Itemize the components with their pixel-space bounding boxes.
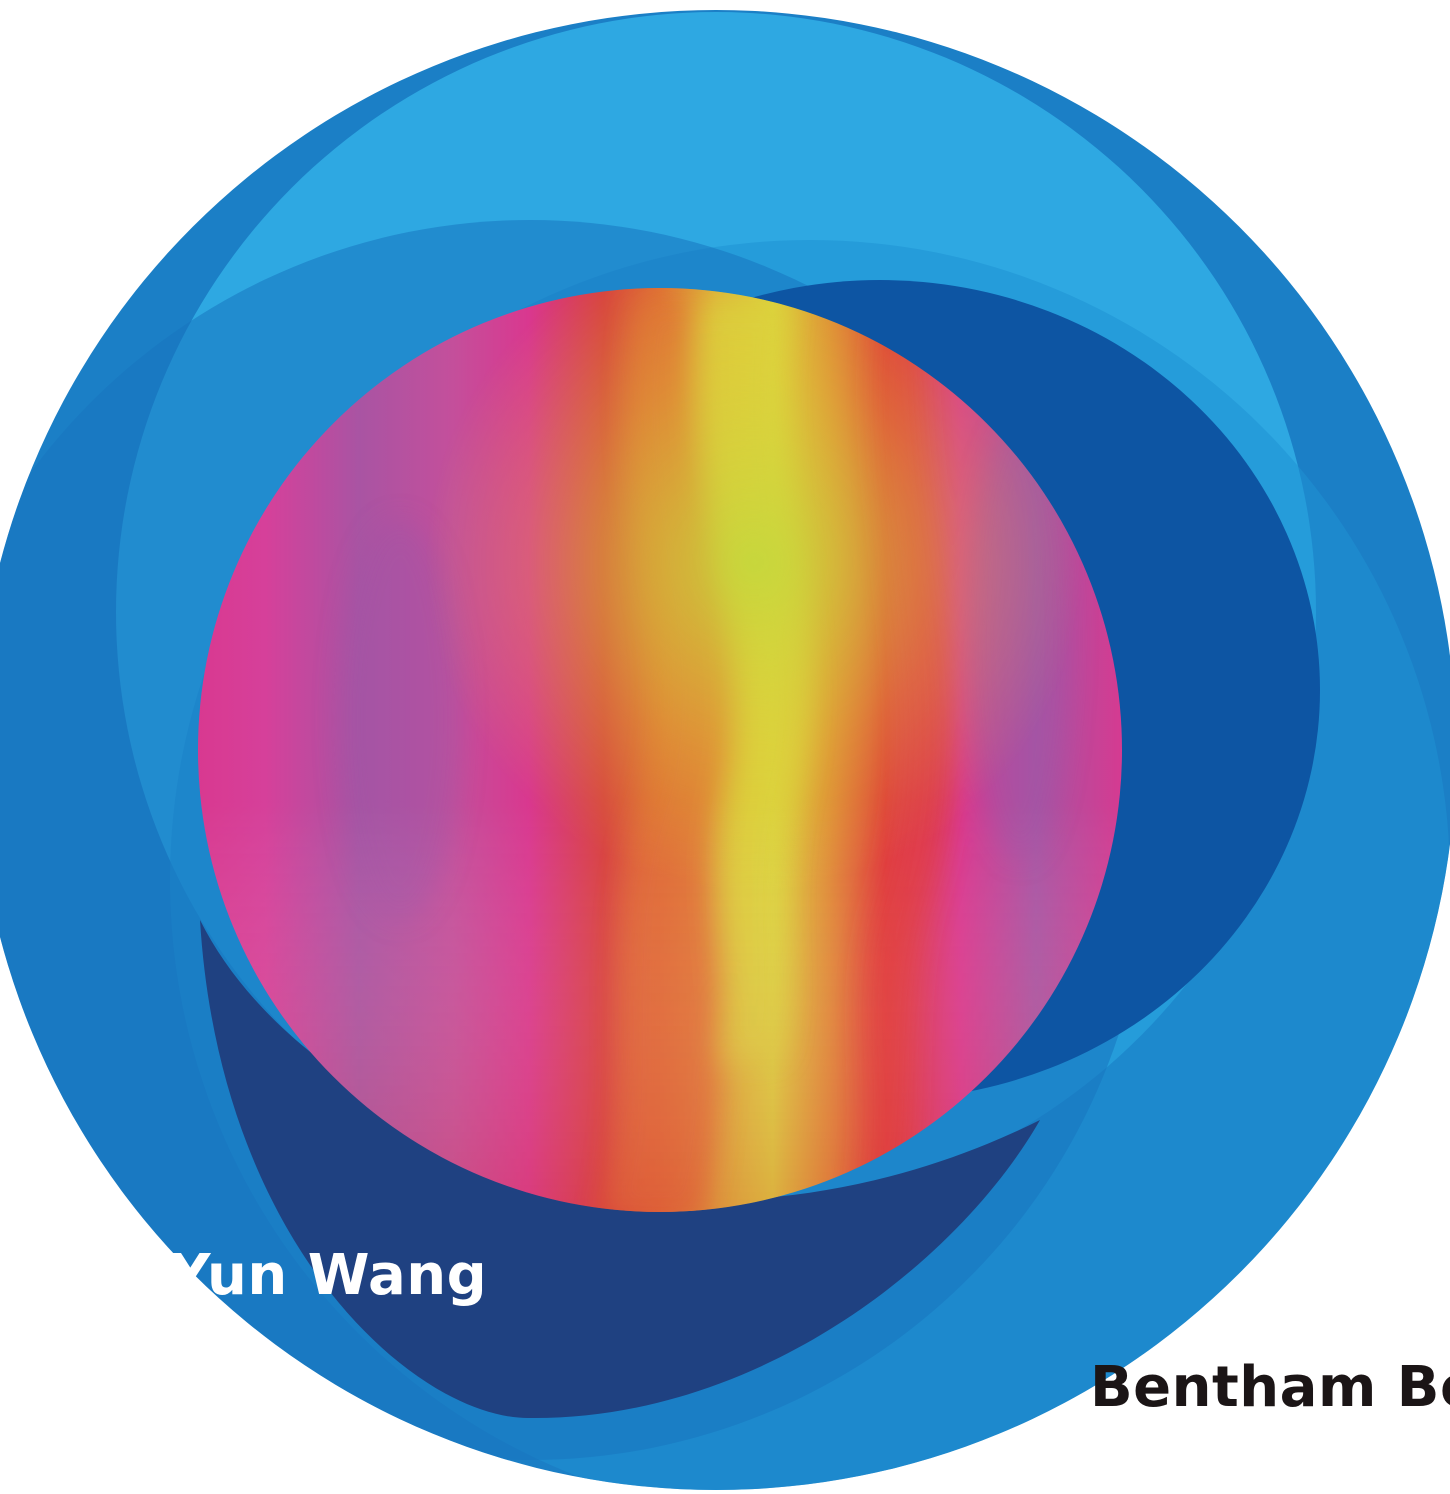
navy-lens bbox=[200, 920, 1040, 1419]
gradient-sphere bbox=[198, 288, 1122, 1212]
author-name: Yun Wang bbox=[170, 1243, 488, 1308]
publisher-name: Bentham Bo bbox=[1090, 1355, 1450, 1420]
